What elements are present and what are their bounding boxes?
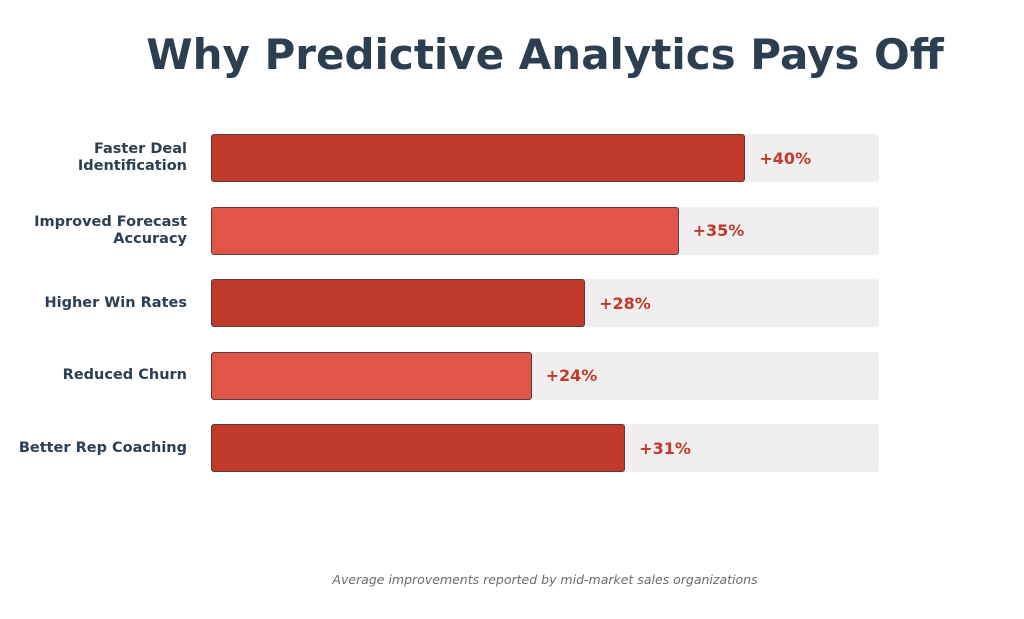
category-label: Reduced Churn [62,367,187,383]
bar [211,279,586,327]
bar [211,134,746,182]
bar-row: Faster Deal Identification +40% [0,134,1024,182]
bar-row: Reduced Churn +24% [0,351,1024,400]
bar-row: Improved Forecast Accuracy +35% [0,206,1024,255]
value-label: +40% [759,148,812,168]
bar-row: Better Rep Coaching +31% [0,424,1024,472]
value-label: +35% [692,221,745,240]
category-label: Improved Forecast Accuracy [34,213,187,247]
value-label: +31% [639,438,691,458]
value-label: +24% [545,366,598,385]
bar [211,424,626,472]
chart-title: Why Predictive Analytics Pays Off [146,30,944,79]
bar [211,206,679,255]
bar-row: Higher Win Rates +28% [0,279,1024,327]
bar [211,351,532,400]
footnote: Average improvements reported by mid-mar… [332,572,758,587]
category-label: Higher Win Rates [44,294,187,311]
value-label: +28% [599,293,651,313]
category-label: Faster Deal Identification [77,141,187,174]
category-label: Better Rep Coaching [18,439,187,456]
